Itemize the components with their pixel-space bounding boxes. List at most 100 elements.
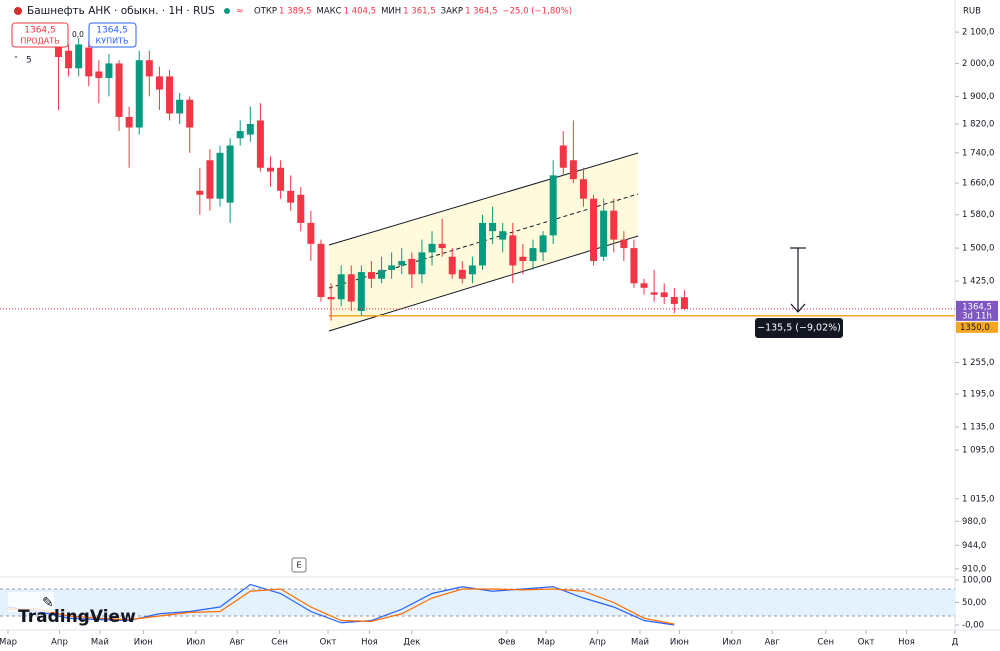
spread: 0,0	[72, 30, 84, 39]
ohlc-name: ЗАКР	[441, 7, 463, 17]
candle-body	[590, 198, 598, 262]
status-dot	[224, 8, 230, 14]
y-tick-label: 2 100,0	[962, 28, 994, 38]
buy-label[interactable]: КУПИТЬ	[96, 37, 129, 46]
sell-label[interactable]: ПРОДАТЬ	[20, 37, 59, 46]
candle-body	[549, 175, 557, 236]
candle-body	[246, 123, 254, 135]
candle-body	[266, 167, 274, 172]
candle-body	[448, 256, 456, 275]
y-tick-label: -0,00	[962, 621, 984, 631]
last-price: 1364,5	[962, 302, 992, 312]
x-tick-label: Авг	[230, 638, 246, 648]
y-tick-label: 1 740,0	[962, 148, 994, 158]
candle-body	[408, 258, 416, 275]
y-tick-label: 1 660,0	[962, 179, 994, 189]
candle-body	[650, 292, 658, 295]
x-tick-label: Апр	[589, 638, 606, 648]
oscillator-line	[7, 583, 675, 626]
candle-body	[206, 160, 214, 199]
symbol-icon	[14, 7, 22, 15]
candle-body	[297, 194, 305, 223]
indicators-toggle[interactable]	[11, 53, 37, 67]
x-tick-label: Сен	[271, 638, 288, 648]
candle-body	[489, 222, 497, 232]
y-tick-label: 1 015,0	[962, 494, 994, 504]
chevron[interactable]: ˅	[14, 56, 18, 65]
plot: 2 100,0 2 000,0 1 900,0 1 820,0 1 740,0 1 660…	[0, 26, 998, 648]
candle-body	[569, 160, 577, 180]
y-tick-label: 50,00	[962, 598, 986, 608]
candle-body	[660, 292, 668, 297]
sell-button[interactable]	[11, 22, 69, 48]
candle-body	[378, 269, 386, 279]
x-tick-label: Июл	[722, 638, 741, 648]
x-tick-label: Апр	[51, 638, 68, 648]
y-tick-label: 1 900,0	[962, 92, 994, 102]
candle-body	[135, 60, 143, 128]
sell-price[interactable]: 1364,5	[24, 26, 56, 36]
candle-body	[145, 60, 153, 77]
y-tick-label: 100,00	[962, 576, 992, 586]
measure-box	[755, 318, 843, 338]
candle-body	[226, 145, 234, 203]
candle-body	[479, 222, 486, 266]
candle-body	[388, 265, 396, 270]
buy-button[interactable]	[88, 22, 137, 48]
candle-body	[196, 190, 204, 195]
last-price-box	[956, 300, 998, 321]
candle-body	[499, 231, 507, 240]
y-tick-label: 1 135,0	[962, 423, 994, 433]
candle-body	[519, 256, 527, 262]
candle-body	[54, 38, 62, 58]
candle-body	[438, 243, 446, 249]
candle-body	[630, 248, 638, 284]
candle-body	[559, 145, 567, 168]
change: −25,0 (−1,80%)	[503, 7, 573, 17]
candle-body	[670, 296, 678, 304]
x-tick-label: Окт	[320, 638, 337, 648]
candle-body	[166, 76, 174, 114]
candle-body	[307, 222, 315, 244]
draw-icon[interactable]: ✎	[42, 595, 54, 611]
ohlc-name: МИН	[381, 7, 401, 17]
candle-body	[216, 152, 224, 199]
candle-body	[85, 47, 93, 77]
x-tick-label: Авг	[765, 638, 781, 648]
candle-body	[398, 261, 406, 266]
event-marker[interactable]: E	[296, 561, 301, 570]
candle-body	[327, 296, 335, 300]
candle-body	[610, 210, 618, 240]
ohlc-value: 1 389,5	[279, 7, 311, 17]
toolbar[interactable]	[8, 592, 54, 612]
event-box[interactable]	[291, 557, 307, 573]
candle-body	[458, 269, 466, 279]
y-tick-label: 1 255,0	[962, 358, 994, 368]
x-tick-label: Мар	[0, 638, 17, 648]
y-tick-label: 1 500,0	[962, 244, 994, 254]
candle-body	[155, 76, 163, 90]
ohlc-name: ОТКР	[254, 7, 277, 17]
candle-body	[186, 99, 194, 128]
candle-body	[579, 179, 587, 199]
y-tick-label: 910,0	[962, 564, 986, 574]
x-tick-label: Д	[952, 638, 959, 648]
ohlc-value: 1 361,5	[403, 7, 435, 17]
countdown: 3d 11h	[962, 311, 992, 321]
ohlc-value: 1 404,5	[344, 7, 376, 17]
candle-body	[277, 167, 285, 191]
candle-body	[347, 274, 355, 302]
y-tick-label: 1 820,0	[962, 119, 994, 129]
candle-body	[367, 272, 375, 279]
candle-body	[75, 44, 83, 69]
measure-label: −135,5 (−9,02%)	[757, 323, 841, 334]
x-tick-label: Окт	[858, 638, 875, 648]
indicator-count[interactable]: 5	[26, 56, 32, 66]
y-tick-label: 980,0	[962, 517, 986, 527]
symbol-title: Башнефть АНК · обыкн. · 1Н · RUS	[27, 5, 215, 17]
ohlc-name: МАКС	[317, 7, 342, 17]
buy-price[interactable]: 1364,5	[96, 26, 128, 36]
status-icon: ≈	[236, 7, 244, 17]
oscillator-line	[8, 588, 675, 625]
